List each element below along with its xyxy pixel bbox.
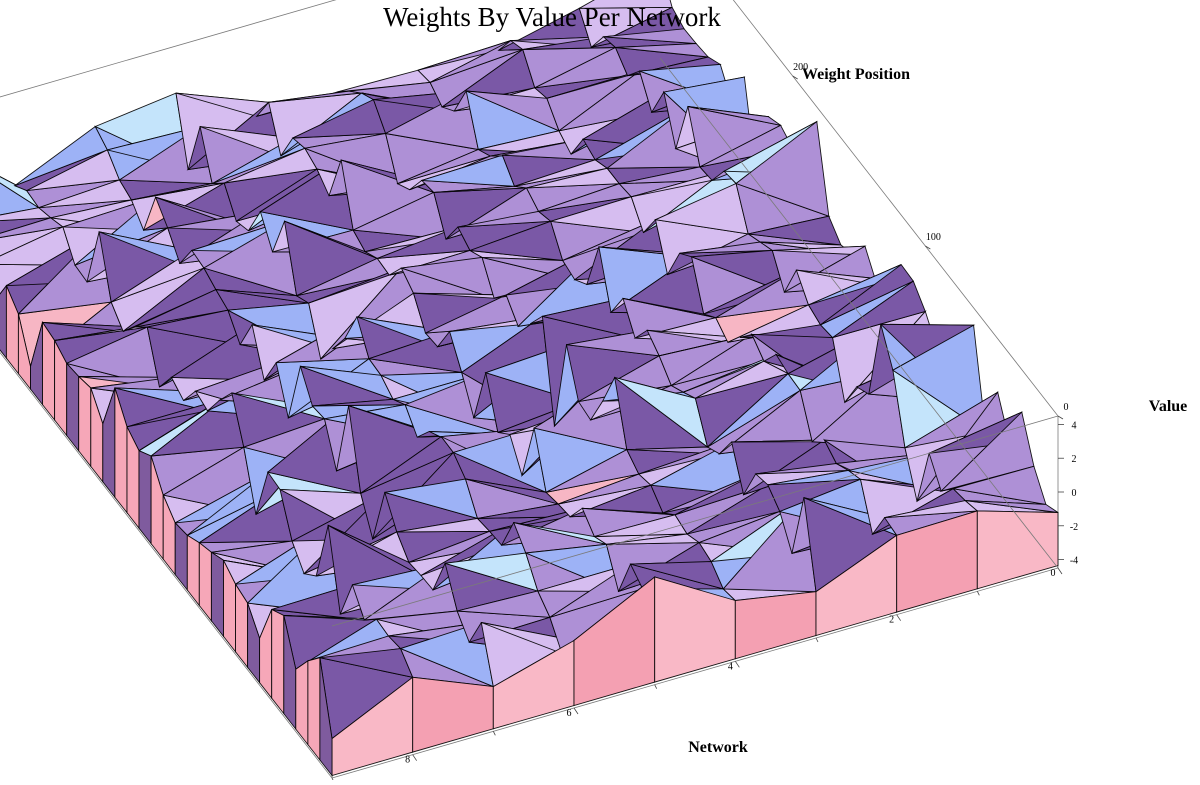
surface (0, 0, 1059, 777)
z-tick-label: -2 (1070, 522, 1078, 533)
y-axis-label: Weight Position (802, 66, 910, 83)
z-tick-label: 0 (1072, 488, 1077, 499)
z-axis-label: Value (1149, 398, 1188, 415)
x-minor-tick-mark (654, 684, 658, 689)
y-tick-mark (925, 245, 931, 250)
surface-facet (892, 324, 987, 433)
z-tick-label: 2 (1072, 454, 1077, 465)
bounding-box-front (0, 0, 1059, 779)
surface-facet (603, 28, 698, 45)
box-edge-right-top (732, 0, 1059, 417)
surface-wall-facet (210, 551, 224, 638)
y-tick-label: 100 (926, 232, 941, 243)
surface-wall-facet (138, 450, 152, 545)
surface-wall-facet (78, 375, 92, 468)
x-axis-label: Network (688, 739, 748, 756)
surface-facet (953, 465, 1047, 505)
chart-title: Weights By Value Per Network (383, 2, 721, 32)
box-edge-front-top (331, 415, 1059, 627)
surface-wall-facet (307, 657, 321, 762)
surface-wall-facet (295, 660, 309, 746)
y-tick-mark (792, 75, 798, 80)
surface-facet (699, 124, 794, 168)
y-tick-label: 0 (1064, 402, 1069, 413)
x-tick-label: 8 (405, 755, 410, 766)
y-tick-mark (1057, 415, 1064, 420)
surface-wall-facet (42, 320, 56, 422)
surface-wall-facet (412, 676, 494, 753)
surface-facet (615, 43, 710, 58)
surface-facet (820, 263, 914, 326)
x-tick-mark (573, 707, 579, 715)
axis-ticks: 0 2 4 6 8 0 100 200 -4 -2 0 2 4 (331, 62, 1078, 783)
x-tick-mark (1057, 567, 1063, 575)
z-tick-label: 4 (1072, 420, 1077, 431)
box-edge-back-top-right (0, 0, 337, 98)
surface-wall-facet (271, 608, 285, 715)
surface-wall-facet (66, 362, 80, 453)
box-edge-right-base (659, 57, 1059, 569)
x-tick-label: 4 (728, 661, 733, 672)
box-edge-front-base (331, 567, 1059, 779)
x-tick-mark (896, 614, 901, 621)
x-tick-mark (735, 661, 740, 668)
surface-wall-facet (319, 657, 333, 777)
x-tick-label: 6 (567, 708, 572, 719)
box-edge-left-base (0, 351, 333, 779)
x-tick-label: 2 (889, 615, 894, 626)
surface-facet (0, 182, 41, 216)
x-minor-tick-mark (815, 637, 819, 643)
surface-wall-facet (976, 510, 1059, 590)
surface-wall-facet (734, 591, 817, 660)
x-tick-label: 0 (1051, 568, 1056, 579)
surface-facet (832, 280, 926, 339)
x-tick-mark (412, 754, 417, 761)
x-minor-tick-mark (976, 591, 980, 596)
surface-facet (579, 0, 673, 9)
z-tick-label: -4 (1070, 556, 1078, 567)
surface-facet (965, 500, 1059, 513)
x-minor-tick-mark (492, 731, 496, 736)
surface-wall-facet (198, 541, 212, 623)
surface-wall-facet (0, 284, 7, 360)
y-tick-label: 200 (793, 62, 808, 73)
surface-facet (735, 120, 830, 217)
surface-facet (687, 106, 781, 126)
